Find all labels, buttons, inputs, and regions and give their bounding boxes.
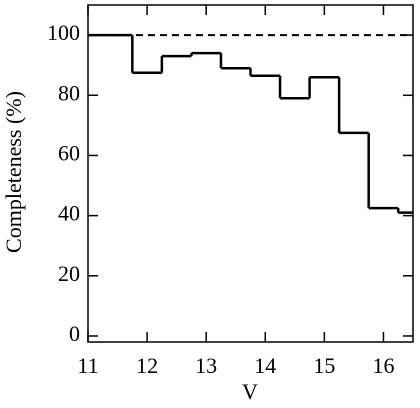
y-tick-label: 0 [69, 321, 80, 346]
x-tick-label: 13 [195, 353, 217, 378]
y-tick-label: 60 [58, 140, 80, 165]
x-tick-label: 11 [77, 353, 98, 378]
y-tick-label: 20 [58, 261, 80, 286]
x-axis-label: V [242, 379, 258, 404]
y-tick-label: 80 [58, 80, 80, 105]
y-tick-label: 40 [58, 201, 80, 226]
y-axis-label: Completeness (%) [1, 91, 26, 253]
x-tick-label: 14 [254, 353, 276, 378]
x-tick-label: 15 [313, 353, 335, 378]
plot-frame [87, 4, 414, 343]
y-tick-label: 100 [47, 20, 80, 45]
x-tick-label: 12 [136, 353, 158, 378]
x-tick-label: 16 [372, 353, 394, 378]
